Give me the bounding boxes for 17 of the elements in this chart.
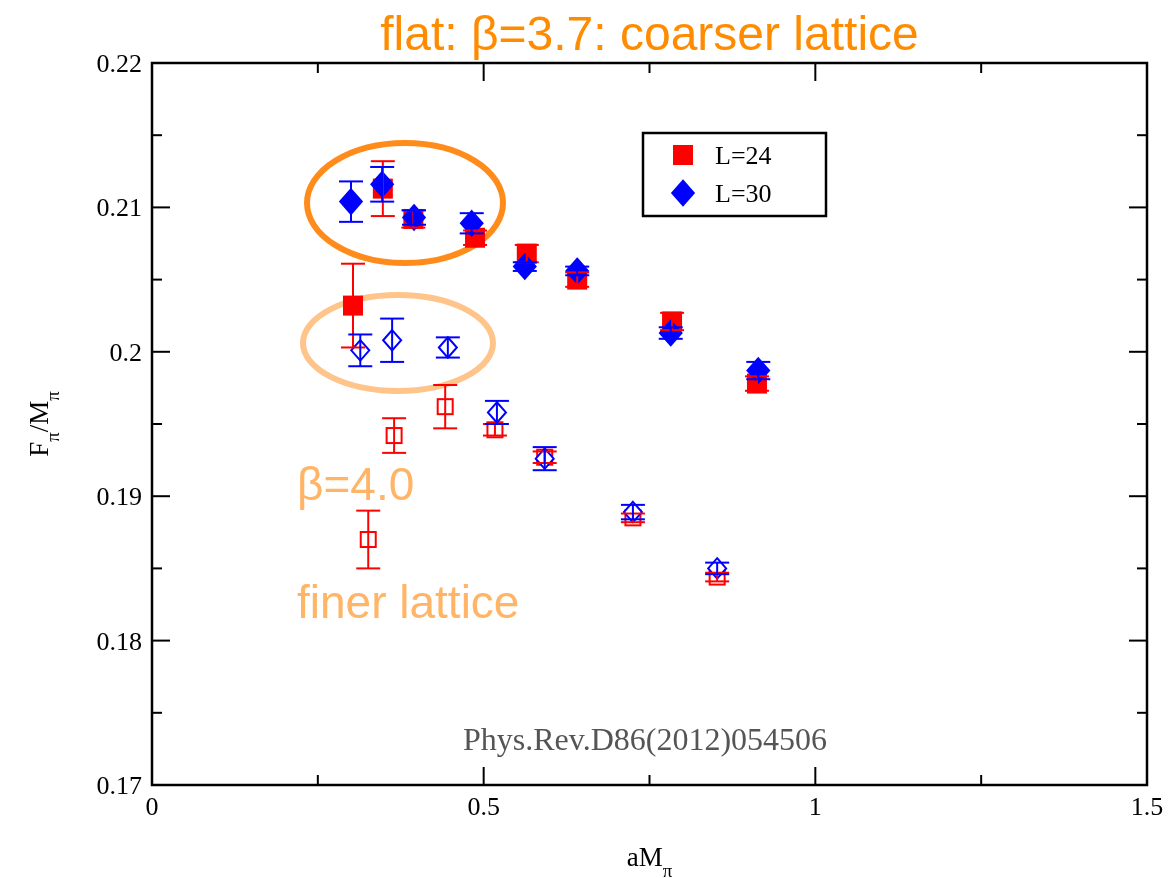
y-tick-label: 0.18 bbox=[96, 626, 142, 656]
x-tick-label: 0 bbox=[145, 792, 159, 821]
x-tick-label: 1.5 bbox=[1130, 792, 1164, 821]
x-tick-label: 0.5 bbox=[467, 792, 500, 821]
annotation: finer lattice bbox=[297, 576, 520, 628]
y-tick-label: 0.17 bbox=[96, 771, 142, 800]
y-tick-label: 0.2 bbox=[109, 337, 142, 367]
y-tick-label: 0.19 bbox=[96, 482, 142, 512]
legend-label: L=24 bbox=[715, 141, 772, 170]
annotation: Phys.Rev.D86(2012)054506 bbox=[462, 721, 828, 757]
x-tick-label: 1 bbox=[808, 792, 822, 821]
x-axis-title: aM$_{π}$ bbox=[626, 842, 673, 878]
legend-label: L=30 bbox=[715, 179, 772, 208]
y-tick-label: 0.21 bbox=[96, 193, 142, 223]
chart-title: flat: β=3.7: coarser lattice bbox=[380, 7, 919, 60]
annotation: β=4.0 bbox=[297, 458, 415, 510]
y-tick-label: 0.22 bbox=[96, 49, 142, 78]
